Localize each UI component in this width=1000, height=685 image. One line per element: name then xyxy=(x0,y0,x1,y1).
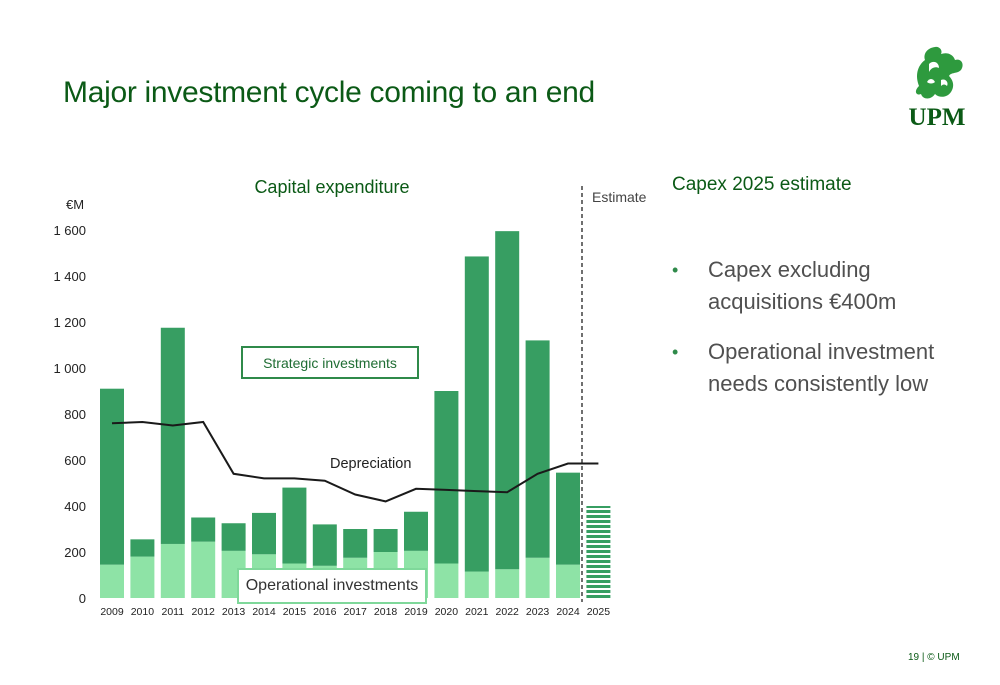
x-tick-label: 2009 xyxy=(100,606,124,618)
bar-operational-2024 xyxy=(556,564,580,598)
bullet-item: • Capex excluding acquisitions €400m xyxy=(672,254,972,318)
bar-operational-2023 xyxy=(525,557,550,598)
x-tick-label: 2015 xyxy=(283,606,307,618)
capex-estimate-bullets: • Capex excluding acquisitions €400m • O… xyxy=(672,254,972,418)
bar-strategic-2021 xyxy=(464,256,489,572)
bar-strategic-2013 xyxy=(221,523,246,551)
operational-investments-label: Operational investments xyxy=(237,568,427,604)
capex-chart: Capital expenditure €M 0 200 400 600 800 1 00… xyxy=(53,177,647,618)
y-tick-label: 800 xyxy=(64,407,86,422)
x-tick-label: 2010 xyxy=(131,606,155,618)
upm-logo: UPM xyxy=(905,42,969,134)
y-tick-label: 1 000 xyxy=(53,361,86,376)
capex-estimate-title: Capex 2025 estimate xyxy=(672,174,852,195)
x-tick-label: 2022 xyxy=(496,606,520,618)
bar-operational-2011 xyxy=(160,543,185,598)
bar-operational-2022 xyxy=(495,569,520,598)
bar-strategic-2018 xyxy=(373,529,398,552)
x-tick-label: 2024 xyxy=(556,606,580,618)
x-tick-label: 2017 xyxy=(344,606,368,618)
page-title: Major investment cycle coming to an end xyxy=(63,76,595,109)
depreciation-label: Depreciation xyxy=(330,456,411,472)
bar-operational-2009 xyxy=(100,564,124,598)
logo-wordmark: UPM xyxy=(908,104,966,131)
bar-strategic-2023 xyxy=(525,340,550,558)
x-tick-label: 2021 xyxy=(465,606,489,618)
bar-strategic-2024 xyxy=(556,472,580,565)
bar-strategic-2014 xyxy=(252,512,276,555)
page-footer: 19 | © UPM xyxy=(908,652,960,663)
x-tick-label: 2023 xyxy=(526,606,550,618)
bullet-dot-icon: • xyxy=(672,342,679,362)
bullet-text: Capex excluding acquisitions €400m xyxy=(708,257,897,314)
strategic-investments-label: Strategic investments xyxy=(241,346,419,379)
y-tick-label: 600 xyxy=(64,453,86,468)
bar-strategic-2020 xyxy=(434,391,459,564)
bullet-text: Operational investment needs consistentl… xyxy=(708,339,935,396)
bar-strategic-2012 xyxy=(191,517,216,542)
depreciation-line xyxy=(111,420,599,503)
x-tick-label: 2016 xyxy=(313,606,337,618)
x-tick-label: 2012 xyxy=(192,606,216,618)
x-tick-label: 2020 xyxy=(435,606,459,618)
bar-strategic-2010 xyxy=(130,539,155,557)
y-tick-label: 200 xyxy=(64,545,86,560)
bar-operational-2021 xyxy=(464,571,489,598)
x-tick-label: 2019 xyxy=(404,606,428,618)
y-tick-label: 1 200 xyxy=(53,315,86,330)
bar-strategic-2011 xyxy=(160,327,185,544)
y-axis-unit: €M xyxy=(66,197,84,212)
bar-estimate-2025 xyxy=(586,506,611,598)
bar-strategic-2015 xyxy=(282,487,307,564)
chart-title: Capital expenditure xyxy=(254,177,409,197)
y-tick-label: 0 xyxy=(79,591,86,606)
bar-strategic-2017 xyxy=(343,529,368,558)
griffin-icon xyxy=(915,46,963,99)
bar-strategic-2016 xyxy=(312,524,337,566)
bar-operational-2010 xyxy=(130,556,155,598)
x-tick-label: 2025 xyxy=(587,606,611,618)
x-tick-label: 2014 xyxy=(252,606,276,618)
bar-strategic-2022 xyxy=(495,231,520,570)
estimate-label: Estimate xyxy=(592,189,647,205)
bullet-dot-icon: • xyxy=(672,260,679,280)
x-tick-label: 2018 xyxy=(374,606,398,618)
bar-operational-2012 xyxy=(191,541,216,598)
y-tick-label: 1 400 xyxy=(53,269,86,284)
y-tick-label: 1 600 xyxy=(53,223,86,238)
y-tick-label: 400 xyxy=(64,499,86,514)
bar-operational-2020 xyxy=(434,563,459,598)
bar-strategic-2019 xyxy=(404,511,428,551)
bar-strategic-2009 xyxy=(100,388,124,565)
x-tick-label: 2011 xyxy=(162,606,185,618)
bullet-item: • Operational investment needs consisten… xyxy=(672,336,972,400)
x-tick-label: 2013 xyxy=(222,606,246,618)
